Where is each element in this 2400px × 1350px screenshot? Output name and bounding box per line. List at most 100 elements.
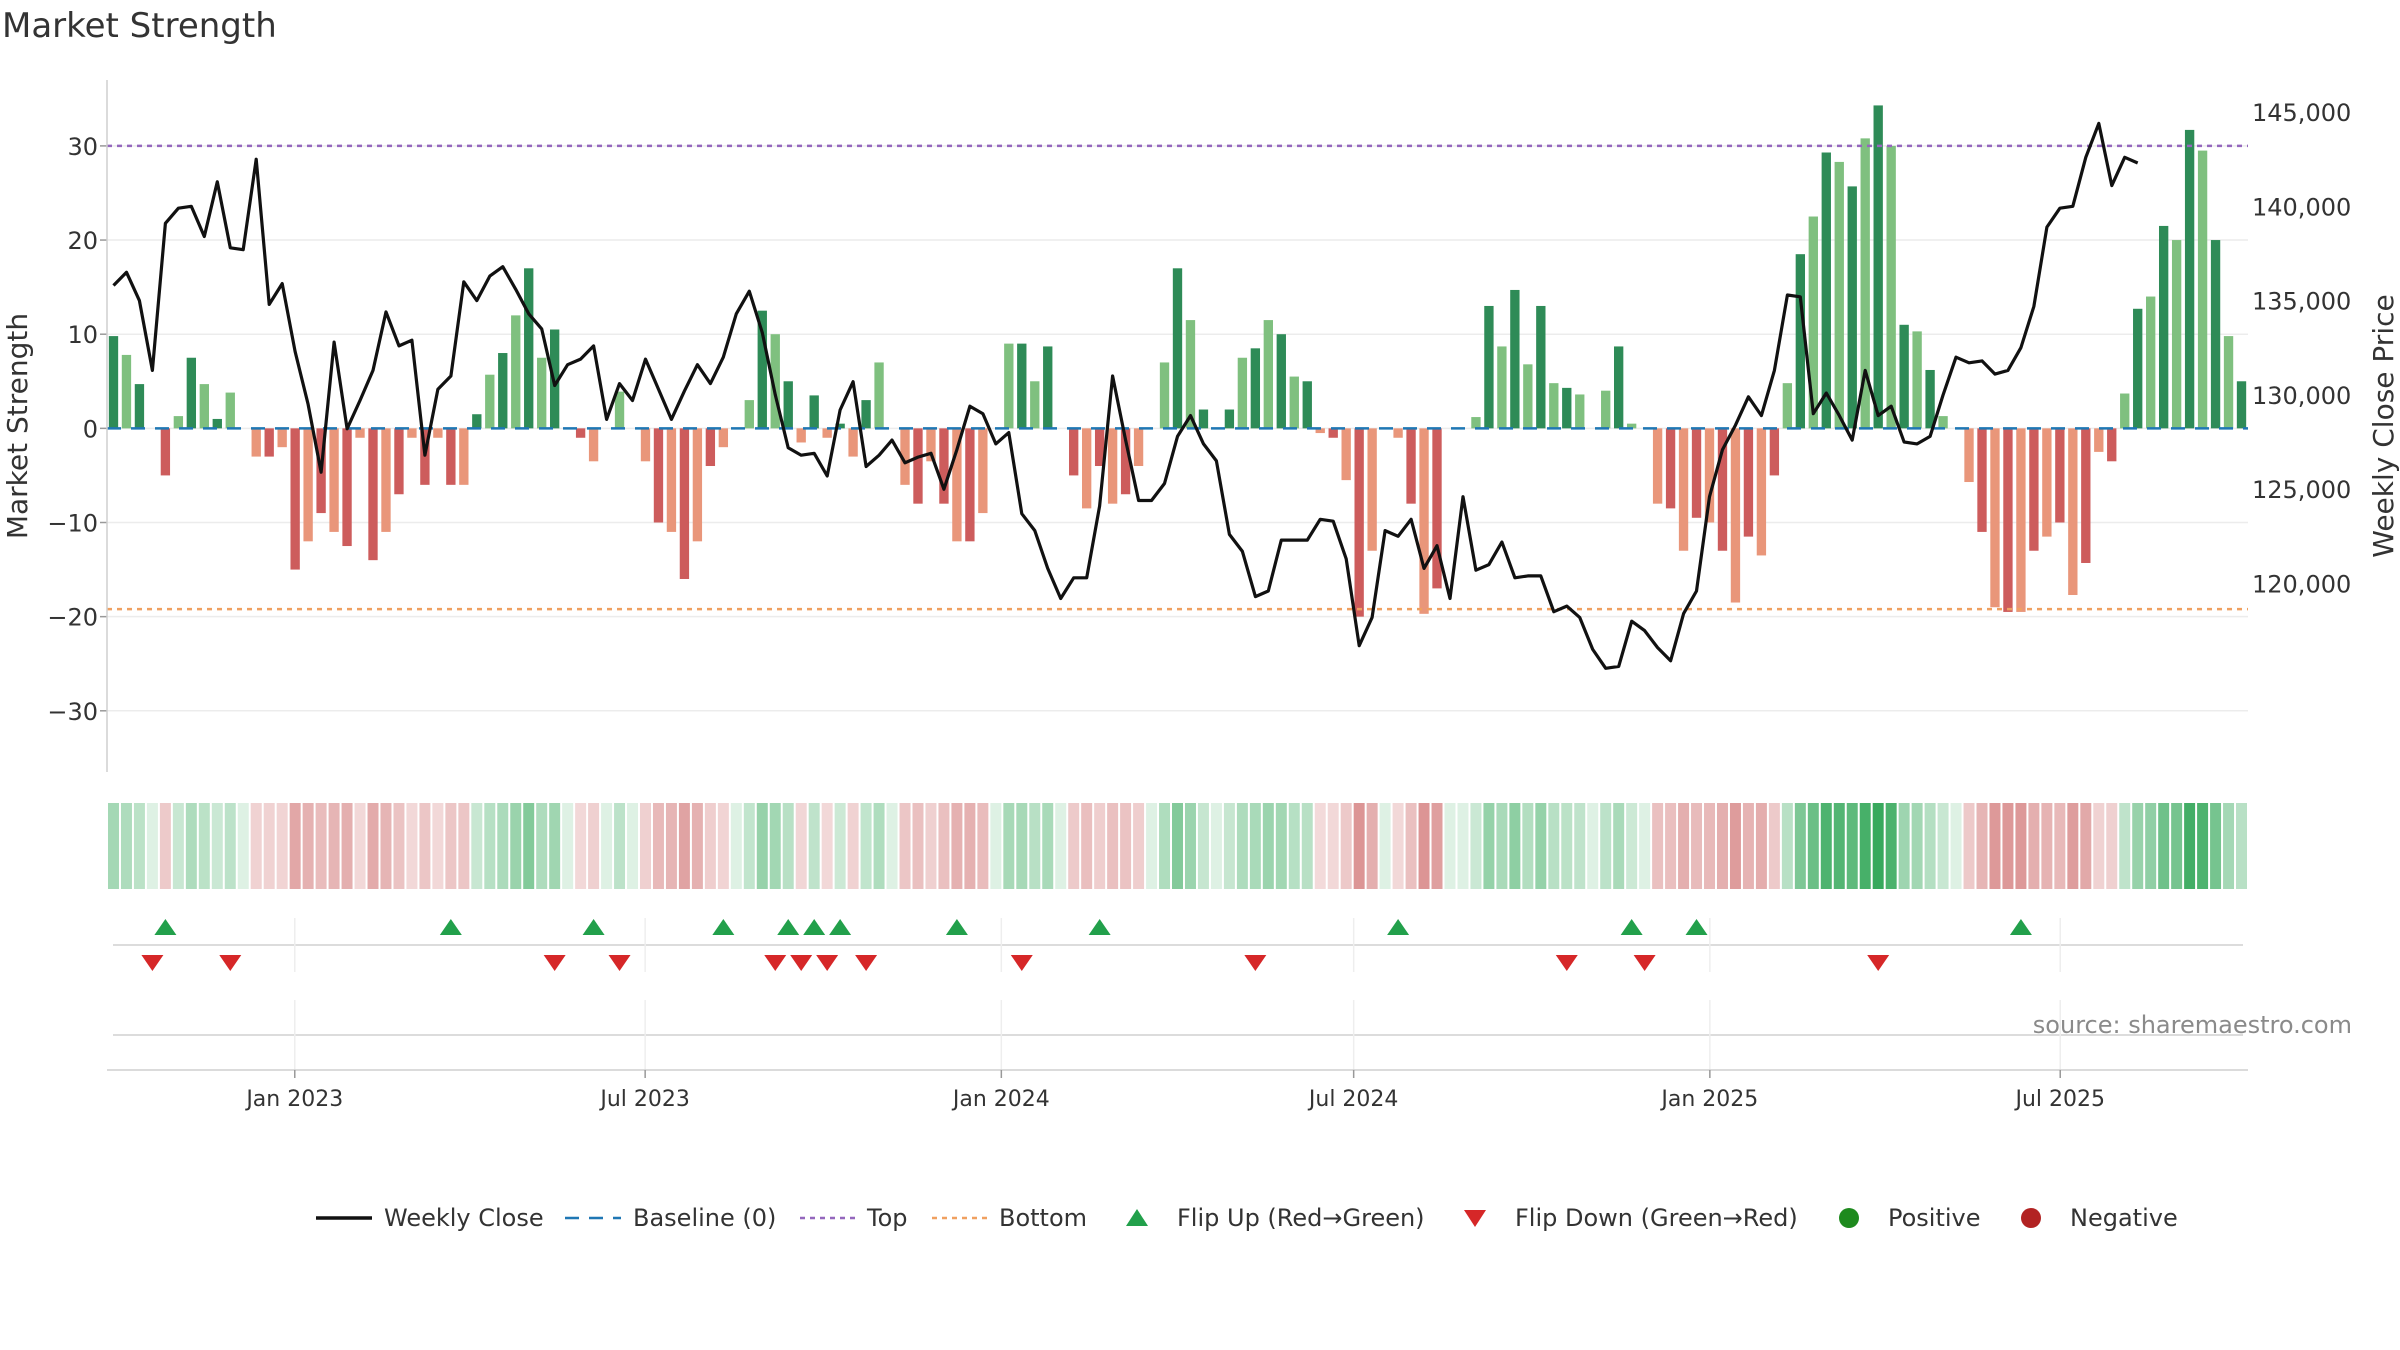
heat-cell xyxy=(1535,803,1547,889)
strength-bar xyxy=(1873,105,1883,429)
strength-bar xyxy=(2197,150,2208,429)
heat-cell xyxy=(2119,803,2131,889)
strength-bar xyxy=(770,334,780,429)
heat-cell xyxy=(302,803,314,889)
legend-label: Baseline (0) xyxy=(633,1204,776,1232)
strength-bar xyxy=(1419,428,1429,614)
strength-bar xyxy=(1276,334,1286,429)
strength-bar xyxy=(1004,343,1014,429)
heat-cell xyxy=(1107,803,1119,889)
heat-cell xyxy=(289,803,301,889)
heat-cell xyxy=(1003,803,1015,889)
strength-bar xyxy=(472,414,482,429)
heat-cell xyxy=(912,803,924,889)
heat-cell xyxy=(1678,803,1690,889)
strength-bar xyxy=(679,428,690,579)
heat-cell xyxy=(120,803,132,889)
x-tick-label: Jan 2024 xyxy=(951,1087,1050,1112)
heat-cell xyxy=(769,803,781,889)
legend-label: Flip Down (Green→Red) xyxy=(1515,1204,1798,1232)
strength-bar xyxy=(952,428,962,542)
strength-bar xyxy=(2016,428,2026,612)
strength-bar xyxy=(199,384,209,429)
heat-cell xyxy=(406,803,418,889)
y-left-tick-label: −30 xyxy=(47,698,98,726)
strength-bar xyxy=(2158,225,2169,429)
strength-bar xyxy=(1614,346,1624,429)
heat-cell xyxy=(2171,803,2183,889)
legend-label: Top xyxy=(866,1204,908,1232)
y-right-tick-label: 130,000 xyxy=(2252,382,2351,410)
legend-flip-down-icon xyxy=(1464,1210,1486,1227)
heat-cell xyxy=(1327,803,1339,889)
strength-bar xyxy=(2042,428,2052,537)
strength-bar xyxy=(1626,423,1637,429)
heat-cell xyxy=(536,803,548,889)
strength-bar xyxy=(1964,428,1974,483)
strength-bar xyxy=(2055,428,2065,523)
legend-label: Negative xyxy=(2070,1204,2178,1232)
strength-bar xyxy=(2184,129,2195,429)
heat-cell xyxy=(1431,803,1443,889)
strength-bar xyxy=(913,428,923,504)
strength-bar xyxy=(1133,428,1144,467)
strength-bar xyxy=(848,428,858,457)
weekly-close-line xyxy=(112,121,2139,670)
y-left-tick-label: 10 xyxy=(67,321,98,349)
strength-bar xyxy=(251,428,261,457)
flip-up-marker xyxy=(1620,919,1643,935)
heat-cell xyxy=(1055,803,1067,889)
heat-cell xyxy=(211,803,223,889)
strength-bar xyxy=(1652,428,1663,504)
strength-bar xyxy=(2146,296,2156,429)
y-left-tick-label: 20 xyxy=(67,227,98,255)
heat-cell xyxy=(575,803,587,889)
heat-cell xyxy=(1405,803,1417,889)
heat-cell xyxy=(899,803,911,889)
heat-cell xyxy=(808,803,820,889)
heat-cell xyxy=(860,803,872,889)
strength-bar xyxy=(394,428,404,495)
strength-bar xyxy=(965,428,975,542)
heat-cell xyxy=(1496,803,1508,889)
heat-cell xyxy=(640,803,651,889)
heat-cell xyxy=(1742,803,1754,889)
heat-cell xyxy=(1392,803,1404,889)
flip-down-marker xyxy=(855,955,878,971)
strength-bar xyxy=(1094,428,1105,467)
heat-cell xyxy=(1522,803,1534,889)
heat-cell xyxy=(951,803,963,889)
strength-bar xyxy=(1860,138,1870,429)
strength-bar xyxy=(303,428,313,542)
strength-bar xyxy=(1185,320,1196,429)
flip-up-marker xyxy=(803,919,826,935)
heat-cell xyxy=(185,803,197,889)
strength-bar xyxy=(1925,369,1935,429)
strength-bar xyxy=(575,428,586,438)
strength-bar xyxy=(2223,336,2234,429)
strength-bar xyxy=(1536,305,1546,429)
heat-cell xyxy=(276,803,288,889)
heat-cell xyxy=(1288,803,1300,889)
strength-bar xyxy=(1341,428,1351,481)
flip-down-marker xyxy=(764,955,787,971)
heat-cell xyxy=(432,803,444,889)
strength-bar xyxy=(1977,428,1987,532)
flip-down-marker xyxy=(1010,955,1033,971)
heat-cell xyxy=(2002,803,2014,889)
strength-bar xyxy=(666,428,677,532)
heat-cell xyxy=(510,803,522,889)
heat-cell xyxy=(108,803,119,889)
heat-cell xyxy=(601,803,613,889)
heat-cell xyxy=(1781,803,1793,889)
heat-cell xyxy=(2197,803,2209,889)
strength-bar xyxy=(1990,428,2000,608)
heat-cell xyxy=(1691,803,1703,889)
strength-bar xyxy=(524,268,534,429)
flip-up-marker xyxy=(582,919,605,935)
heat-cell xyxy=(1755,803,1767,889)
heat-cell xyxy=(1833,803,1845,889)
x-tick-label: Jan 2025 xyxy=(1659,1087,1758,1112)
y-left-tick-label: 30 xyxy=(67,133,98,161)
x-tick-label: Jul 2024 xyxy=(1307,1087,1399,1112)
